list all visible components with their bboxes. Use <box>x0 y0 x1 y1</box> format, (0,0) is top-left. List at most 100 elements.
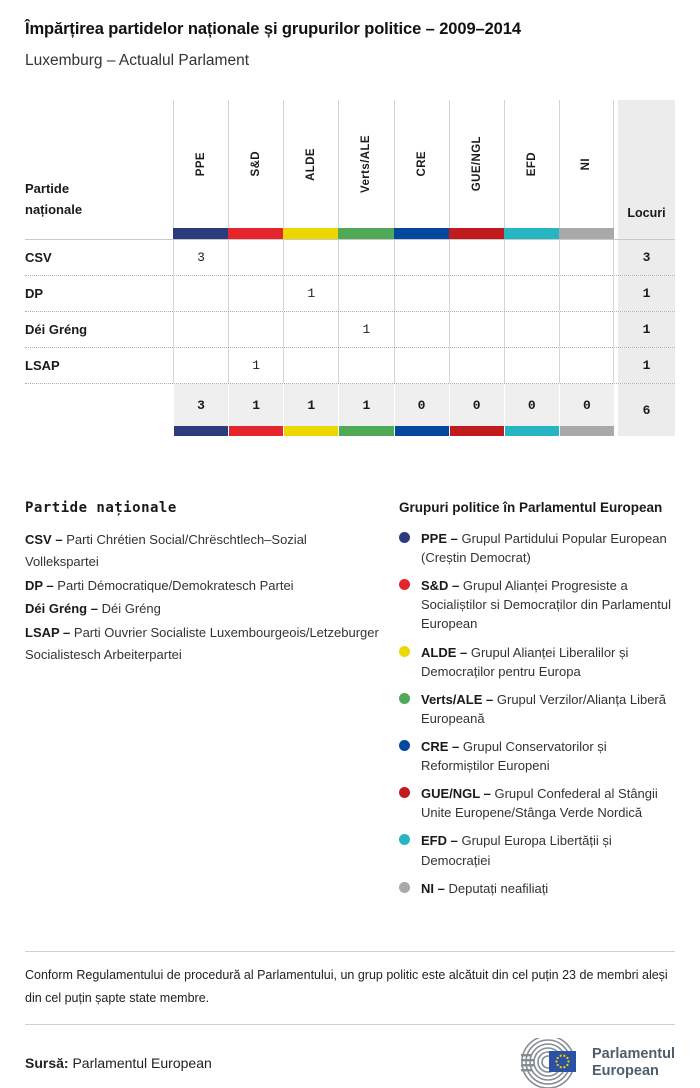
cell-dg-efd <box>503 312 559 347</box>
source-text: Sursă: Parlamentul European <box>25 1055 212 1071</box>
total-bar-cre <box>394 426 449 436</box>
cell-dg-verts-ale: 1 <box>338 312 393 347</box>
cell-csv-cre <box>393 240 449 275</box>
cell-csv-efd <box>503 240 559 275</box>
total-efd: 0 <box>503 384 559 436</box>
cell-dp-alde: 1 <box>283 276 338 311</box>
cell-csv-verts-ale <box>338 240 393 275</box>
gue-ngl-color-dot <box>399 787 410 799</box>
color-bar-alde <box>283 228 339 239</box>
source-row: Sursă: Parlamentul European <box>25 1038 675 1088</box>
party-legend-header: Partide naționale <box>25 500 177 516</box>
row-label: DP <box>25 286 44 301</box>
group-legend: Grupuri politice în Parlamentul European… <box>381 500 675 907</box>
party-legend-item-lsap: LSAP – Parti Ouvrier Socialiste Luxembou… <box>25 625 379 663</box>
column-header-ni: NI <box>558 100 614 228</box>
total-seats: 6 <box>618 384 675 436</box>
group-legend-item-cre: CRE – Grupul Conservatorilor și Reformiș… <box>399 737 675 775</box>
column-gap <box>614 384 618 436</box>
cell-lsap-seats: 1 <box>618 348 675 383</box>
group-legend-item-ni: NI – Deputați neafiliați <box>399 879 675 898</box>
cell-dg-ppe <box>173 312 228 347</box>
cell-dg-ni <box>558 312 614 347</box>
ep-logo: Parlamentul European <box>521 1038 675 1088</box>
color-bar-verts-ale <box>338 228 394 239</box>
party-legend-item-csv: CSV – Parti Chrétien Social/Chrëschtlech… <box>25 532 307 569</box>
column-gap <box>614 100 618 228</box>
column-header-gue-ngl: GUE/NGL <box>448 100 504 228</box>
footnote: Conform Regulamentului de procedură al P… <box>25 950 675 1025</box>
cell-csv-ni <box>558 240 614 275</box>
color-bar-locuri-bg <box>618 228 675 239</box>
cell-lsap-efd <box>503 348 559 383</box>
table-row-lsap: LSAP 1 1 <box>25 348 675 384</box>
cell-dp-gue-ngl <box>448 276 504 311</box>
group-color-bars-row <box>25 228 675 240</box>
total-ni: 0 <box>558 384 614 436</box>
column-header-alde: ALDE <box>283 100 338 228</box>
table-totals-row: 3 1 1 1 0 0 0 0 6 <box>25 384 675 436</box>
row-label: CSV <box>25 250 52 265</box>
column-header-sd: S&D <box>228 100 283 228</box>
total-bar-ppe <box>174 426 229 436</box>
cell-dg-cre <box>393 312 449 347</box>
total-sd: 1 <box>228 384 284 436</box>
cell-csv-ppe: 3 <box>173 240 228 275</box>
total-bar-alde <box>284 426 339 436</box>
cell-csv-seats: 3 <box>618 240 675 275</box>
sd-color-dot <box>399 579 410 591</box>
group-legend-item-ppe: PPE – Grupul Partidului Popular European… <box>399 529 675 567</box>
column-gap <box>614 348 618 383</box>
cell-dp-ppe <box>173 276 228 311</box>
cell-lsap-gue-ngl <box>448 348 504 383</box>
column-gap <box>614 228 618 239</box>
cell-dg-alde <box>283 312 338 347</box>
party-legend: Partide naționale CSV – Parti Chrétien S… <box>25 500 381 907</box>
cell-lsap-cre <box>393 348 449 383</box>
table-row-dp: DP 1 1 <box>25 276 675 312</box>
group-legend-item-gue-ngl: GUE/NGL – Grupul Confederal al Stângii U… <box>399 784 675 822</box>
color-bar-ni <box>558 228 614 239</box>
column-gap <box>614 240 618 275</box>
legends: Partide naționale CSV – Parti Chrétien S… <box>25 500 675 907</box>
group-legend-header: Grupuri politice în Parlamentul European <box>399 500 663 515</box>
cell-dp-seats: 1 <box>618 276 675 311</box>
total-bar-ni <box>559 426 614 436</box>
totals-empty-cell <box>25 384 173 436</box>
cell-dg-sd <box>228 312 283 347</box>
total-gue-ngl: 0 <box>448 384 504 436</box>
cell-csv-gue-ngl <box>448 240 504 275</box>
color-bar-ppe <box>173 228 229 239</box>
total-ppe: 3 <box>173 384 229 436</box>
page-subtitle: Luxemburg – Actualul Parlament <box>25 52 250 69</box>
table-row-csv: CSV 3 3 <box>25 240 675 276</box>
cell-lsap-ppe <box>173 348 228 383</box>
ppe-color-dot <box>399 532 410 543</box>
alde-color-dot <box>399 645 410 657</box>
column-header-verts-ale: Verts/ALE <box>338 100 393 228</box>
efd-color-dot <box>399 834 410 846</box>
total-bar-gue-ngl <box>449 426 504 436</box>
ep-hemicycle-icon <box>521 1038 576 1088</box>
row-label: LSAP <box>25 358 60 373</box>
cell-lsap-alde <box>283 348 338 383</box>
corner-label-line2: naționale <box>25 202 83 218</box>
column-header-locuri: Locuri <box>618 100 675 228</box>
cell-dg-gue-ngl <box>448 312 504 347</box>
cell-dp-sd <box>228 276 283 311</box>
cell-dp-ni <box>558 276 614 311</box>
color-bar-empty <box>25 228 173 239</box>
cell-dp-efd <box>503 276 559 311</box>
eu-flag <box>549 1051 576 1072</box>
color-bar-gue-ngl <box>448 228 504 239</box>
group-legend-item-efd: EFD – Grupul Europa Libertății și Democr… <box>399 831 675 869</box>
source-label: Sursă: <box>25 1055 69 1071</box>
seats-table: Partide naționale PPE S&D ALDE Verts/ALE… <box>25 100 675 436</box>
table-header-row: Partide naționale PPE S&D ALDE Verts/ALE… <box>25 100 675 228</box>
cell-dp-cre <box>393 276 449 311</box>
cell-lsap-verts-ale <box>338 348 393 383</box>
column-header-ppe: PPE <box>173 100 228 228</box>
party-legend-item-dp: DP – Parti Démocratique/Demokratesch Par… <box>25 577 294 593</box>
color-bar-efd <box>503 228 559 239</box>
cre-color-dot <box>399 739 410 751</box>
